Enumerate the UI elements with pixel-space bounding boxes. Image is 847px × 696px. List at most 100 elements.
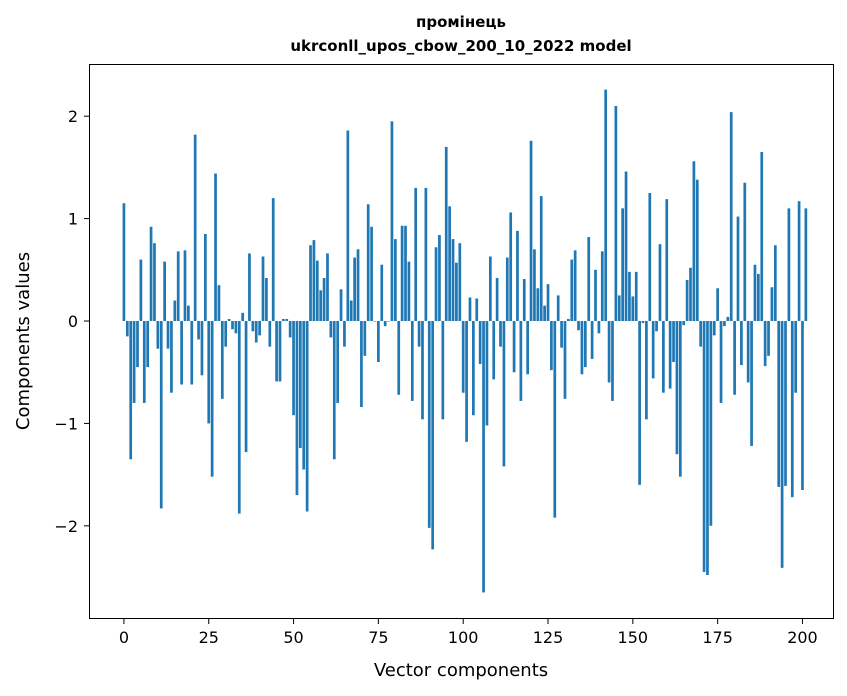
bar xyxy=(210,321,214,477)
bar xyxy=(390,121,394,322)
bar xyxy=(200,321,204,376)
bar xyxy=(302,321,306,470)
bar xyxy=(315,260,319,322)
bar xyxy=(516,230,519,322)
bar xyxy=(787,208,791,322)
bar xyxy=(770,287,774,322)
bar xyxy=(142,321,146,403)
plot-frame xyxy=(89,64,834,619)
bar xyxy=(533,249,536,322)
bar xyxy=(400,225,404,322)
bar xyxy=(370,226,373,322)
bar xyxy=(393,239,397,322)
bar xyxy=(645,321,648,420)
bar xyxy=(410,321,414,401)
bar xyxy=(706,321,709,575)
bar xyxy=(804,208,808,322)
bar xyxy=(444,146,448,322)
bar xyxy=(631,296,635,322)
bar xyxy=(237,321,241,514)
bar xyxy=(760,152,764,322)
bar xyxy=(726,316,730,322)
bar xyxy=(607,321,611,383)
bar xyxy=(478,321,482,365)
bar xyxy=(295,321,299,496)
bar xyxy=(757,273,760,322)
bar xyxy=(343,321,346,347)
bar xyxy=(353,257,356,322)
bar xyxy=(784,321,787,486)
bar xyxy=(621,208,625,322)
bar xyxy=(424,187,428,322)
bar xyxy=(397,321,401,395)
bar xyxy=(522,279,526,322)
bar xyxy=(336,321,340,403)
bar xyxy=(261,256,265,322)
bar xyxy=(719,321,723,403)
bar xyxy=(363,321,367,356)
bar xyxy=(729,112,733,322)
bar xyxy=(136,321,139,368)
bar xyxy=(465,321,468,442)
bar xyxy=(387,321,390,322)
y-tick-label: −1 xyxy=(54,414,78,433)
bar xyxy=(790,321,794,498)
bar xyxy=(668,321,672,389)
bar xyxy=(695,179,699,322)
bar xyxy=(332,321,336,460)
bar xyxy=(502,321,506,467)
bar xyxy=(753,264,757,322)
bars-group xyxy=(122,89,808,593)
bar xyxy=(699,321,703,347)
bar xyxy=(475,298,479,322)
bar xyxy=(655,321,658,332)
bar xyxy=(220,321,224,399)
bar xyxy=(794,321,798,393)
chart-subtitle: ukrconll_upos_cbow_200_10_2022 model xyxy=(290,37,631,55)
bar xyxy=(159,321,163,509)
bar xyxy=(526,321,530,375)
bar xyxy=(628,271,631,322)
bar xyxy=(224,321,228,347)
bar xyxy=(658,244,662,322)
bar xyxy=(583,321,587,368)
bar xyxy=(678,321,682,477)
bar xyxy=(458,243,462,322)
y-tick-label: 2 xyxy=(68,107,78,126)
bar xyxy=(750,321,753,446)
bar xyxy=(360,321,363,408)
bar xyxy=(505,257,509,322)
bar xyxy=(288,321,292,338)
bar xyxy=(682,321,686,326)
bar xyxy=(743,182,747,322)
bar xyxy=(597,321,601,334)
bar xyxy=(176,251,180,322)
bar xyxy=(733,321,736,395)
bar xyxy=(275,321,278,382)
bar xyxy=(482,321,485,593)
bar xyxy=(431,321,435,550)
bar xyxy=(590,321,594,359)
bar xyxy=(234,321,238,334)
x-tick-label: 50 xyxy=(283,628,303,647)
bar xyxy=(617,295,621,322)
bar xyxy=(509,212,513,322)
bar xyxy=(214,173,217,322)
bar xyxy=(746,321,750,383)
bar xyxy=(472,321,475,416)
bar xyxy=(519,321,523,401)
bar xyxy=(512,321,516,373)
bar xyxy=(268,321,272,347)
y-tick-label: 0 xyxy=(68,312,78,331)
bar xyxy=(767,321,770,356)
bar xyxy=(380,264,384,322)
bar xyxy=(346,130,350,322)
bar xyxy=(709,321,713,526)
bar xyxy=(801,321,804,490)
bar xyxy=(326,253,329,322)
x-tick-label: 175 xyxy=(702,628,733,647)
y-tick-label: −2 xyxy=(54,517,78,536)
bar xyxy=(543,305,546,322)
bar xyxy=(241,312,245,322)
bar xyxy=(594,269,597,322)
